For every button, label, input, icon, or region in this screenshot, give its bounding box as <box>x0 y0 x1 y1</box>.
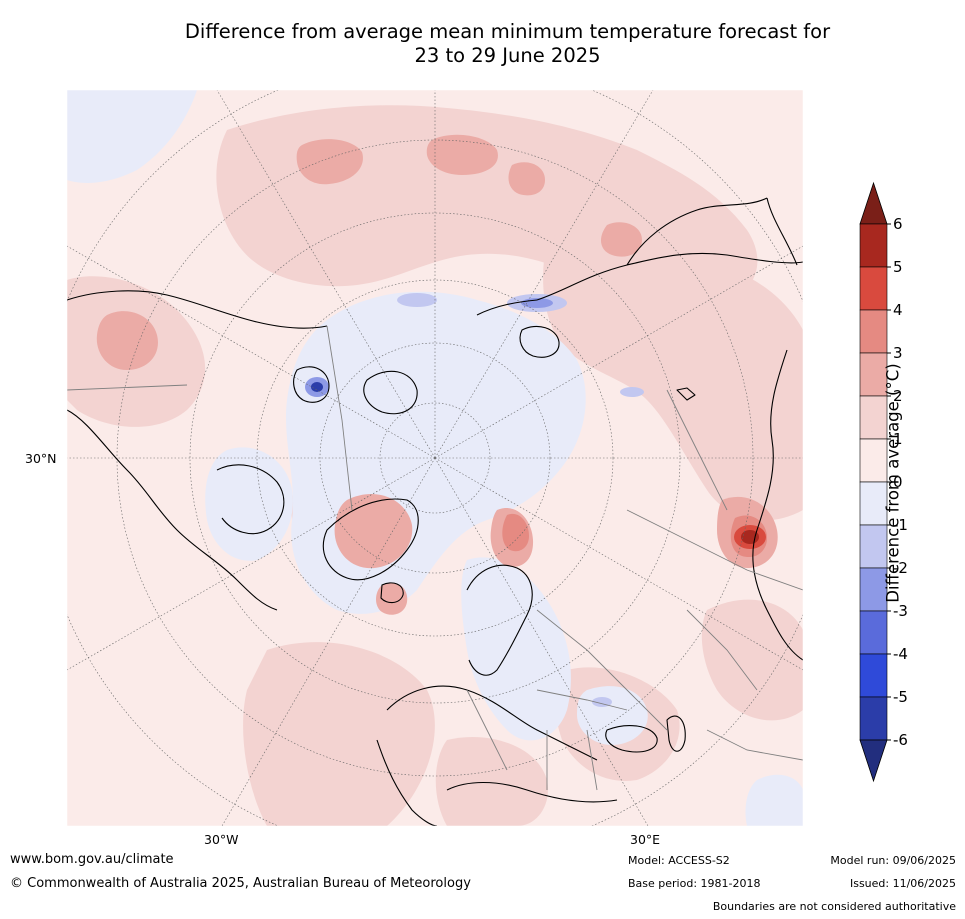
colorbar-tick-label: -1 <box>893 516 908 534</box>
colorbar-tick-label: 0 <box>893 473 903 491</box>
country-borders <box>67 325 803 791</box>
footer-website[interactable]: www.bom.gov.au/climate <box>10 852 174 867</box>
colorbar-tick-label: -6 <box>893 731 908 749</box>
colorbar-tick-label: -5 <box>893 688 908 706</box>
colorbar-band <box>859 610 888 655</box>
coastlines <box>67 197 803 826</box>
footer-base-period: Base period: 1981-2018 <box>628 877 761 890</box>
colorbar-tick-label: 3 <box>893 344 903 362</box>
footer-copyright: © Commonwealth of Australia 2025, Austra… <box>10 876 471 891</box>
lat-label-30n: 30°N <box>25 451 57 466</box>
colorbar-bands <box>859 223 888 741</box>
colorbar-tick-label: 1 <box>893 430 903 448</box>
footer-model: Model: ACCESS-S2 <box>628 854 730 867</box>
colorbar-under-triangle <box>859 739 888 783</box>
cool-anomaly-light <box>67 90 803 826</box>
colorbar-tick-label: 4 <box>893 301 903 319</box>
colorbar-tick-label: -2 <box>893 559 908 577</box>
colorbar-ticks: 6 5 4 3 2 1 0 -1 -2 -3 -4 -5 -6 <box>887 215 908 749</box>
colorbar-tick-label: 6 <box>893 215 903 233</box>
colorbar-band <box>859 653 888 698</box>
map-canvas <box>67 90 803 826</box>
footer-issued: Issued: 11/06/2025 <box>849 877 956 890</box>
colorbar-over-triangle <box>859 181 888 225</box>
colorbar-band <box>859 352 888 397</box>
hot-spot-northeast-china <box>734 525 766 549</box>
title-line-1: Difference from average mean minimum tem… <box>184 20 831 43</box>
map-title: Difference from average mean minimum tem… <box>0 20 965 68</box>
colorbar-tick-label: 5 <box>893 258 903 276</box>
colorbar-band <box>859 223 888 268</box>
lon-label-30w: 30°W <box>204 832 239 847</box>
colorbar-band <box>859 696 888 741</box>
warm-anomaly-medium <box>96 134 778 615</box>
footer-disclaimer: Boundaries are not considered authoritat… <box>712 900 956 913</box>
colorbar-title: Difference from average (°C) <box>883 363 903 603</box>
colorbar-band <box>859 309 888 354</box>
colorbar-band <box>859 524 888 569</box>
colorbar-tick-label: -3 <box>893 602 908 620</box>
colorbar-band <box>859 567 888 612</box>
polar-map <box>67 90 803 826</box>
colorbar-band <box>859 481 888 526</box>
footer-model-run: Model run: 09/06/2025 <box>830 854 956 867</box>
graticule <box>67 90 803 826</box>
colorbar-tick-label: 2 <box>893 387 903 405</box>
colorbar-tick-label: -4 <box>893 645 908 663</box>
lon-label-30e: 30°E <box>630 832 661 847</box>
colorbar: 6 5 4 3 2 1 0 -1 -2 -3 -4 -5 -6 <box>859 181 908 783</box>
cold-spots <box>305 293 644 707</box>
colorbar-band <box>859 266 888 311</box>
title-line-2: 23 to 29 June 2025 <box>414 44 601 67</box>
